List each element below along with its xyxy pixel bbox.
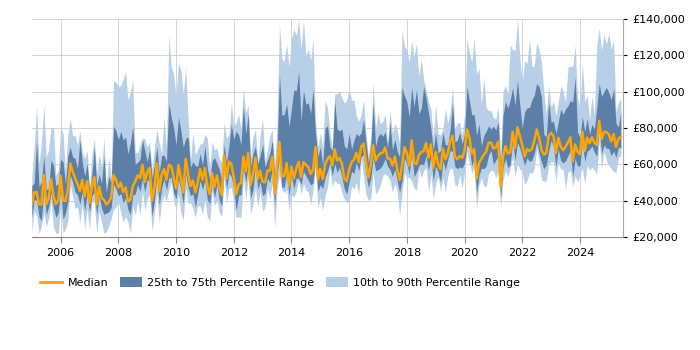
Legend: Median, 25th to 75th Percentile Range, 10th to 90th Percentile Range: Median, 25th to 75th Percentile Range, 1…	[36, 273, 525, 293]
